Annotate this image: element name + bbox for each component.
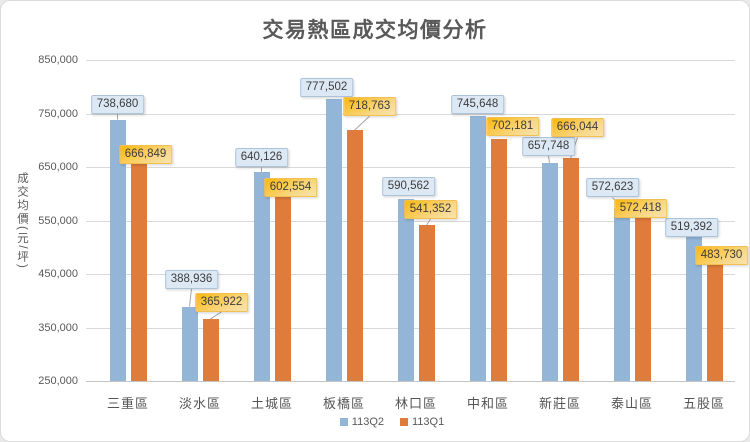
bar-113Q1-五股區 [706,255,723,381]
y-axis-tick-label: 450,000 [38,268,78,280]
data-label-113Q1-三重區: 666,849 [118,144,173,164]
bar-113Q2-土城區 [253,172,270,381]
x-category-label: 五股區 [682,396,726,411]
y-axis-tick-label: 650,000 [38,161,78,173]
data-label-113Q2-林口區: 590,562 [381,176,436,196]
gridline [86,60,735,61]
data-label-113Q2-新莊區: 657,748 [521,136,576,156]
data-label-113Q2-三重區: 738,680 [90,94,145,114]
x-category-label: 林口區 [394,396,438,411]
bar-113Q1-泰山區 [634,208,651,381]
bar-113Q1-土城區 [274,192,291,381]
legend-label: 113Q2 [351,416,384,428]
legend-swatch [400,418,408,426]
data-label-113Q2-板橋區: 777,502 [299,77,354,97]
bar-113Q2-林口區 [397,198,414,381]
gridline [86,167,735,168]
x-category-label: 淡水區 [178,396,222,411]
legend-label: 113Q1 [412,416,445,428]
data-label-113Q2-五股區: 519,392 [664,217,719,237]
data-label-113Q1-土城區: 602,554 [263,178,318,198]
legend-item-113Q1: 113Q1 [400,416,444,428]
data-label-113Q2-淡水區: 388,936 [164,269,219,289]
bar-113Q2-泰山區 [613,208,630,381]
bar-113Q2-淡水區 [181,306,198,381]
data-label-113Q1-新莊區: 666,044 [550,118,605,138]
bar-113Q1-淡水區 [202,318,219,381]
x-category-label: 板橋區 [322,396,366,411]
y-axis-tick-label: 350,000 [38,321,78,334]
data-label-113Q1-中和區: 702,181 [485,117,540,137]
x-category-label: 中和區 [466,396,510,411]
legend-swatch [339,418,348,426]
y-axis-title: 成交均價(元/坪) [16,171,28,270]
data-label-113Q1-板橋區: 718,763 [342,97,397,117]
x-category-label: 三重區 [106,396,150,411]
data-label-113Q2-泰山區: 572,623 [585,178,640,198]
bar-113Q1-三重區 [130,157,147,381]
gridline [86,113,735,115]
data-label-113Q2-中和區: 745,648 [450,94,505,114]
bar-113Q2-中和區 [469,115,486,381]
data-label-113Q1-淡水區: 365,922 [194,292,249,312]
x-category-label: 新莊區 [538,396,582,411]
bar-113Q2-板橋區 [325,98,342,381]
data-label-113Q1-林口區: 541,352 [403,200,458,220]
chart-title: 交易熱區成交均價分析 [262,19,488,42]
y-axis-tick-label: 750,000 [38,107,78,120]
legend: 113Q2 113Q1 [1,416,749,428]
data-label-113Q2-土城區: 640,126 [234,148,289,168]
y-axis-tick-label: 850,000 [38,54,78,66]
bar-113Q1-新莊區 [562,158,579,381]
bar-113Q2-新莊區 [541,162,558,381]
x-category-label: 土城區 [250,396,294,411]
y-axis-tick-label: 550,000 [38,214,78,227]
bar-113Q2-五股區 [685,236,702,381]
bar-113Q1-板橋區 [346,130,363,381]
x-category-label: 泰山區 [610,396,654,411]
bar-113Q1-林口區 [418,225,435,381]
data-label-113Q1-泰山區: 572,418 [613,198,668,218]
bar-113Q1-中和區 [490,139,507,381]
gridline [86,381,735,382]
bar-113Q2-三重區 [109,119,126,381]
data-label-113Q1-五股區: 483,730 [694,245,749,265]
y-axis-tick-label: 250,000 [38,375,78,387]
legend-item-113Q2: 113Q2 [339,416,384,428]
